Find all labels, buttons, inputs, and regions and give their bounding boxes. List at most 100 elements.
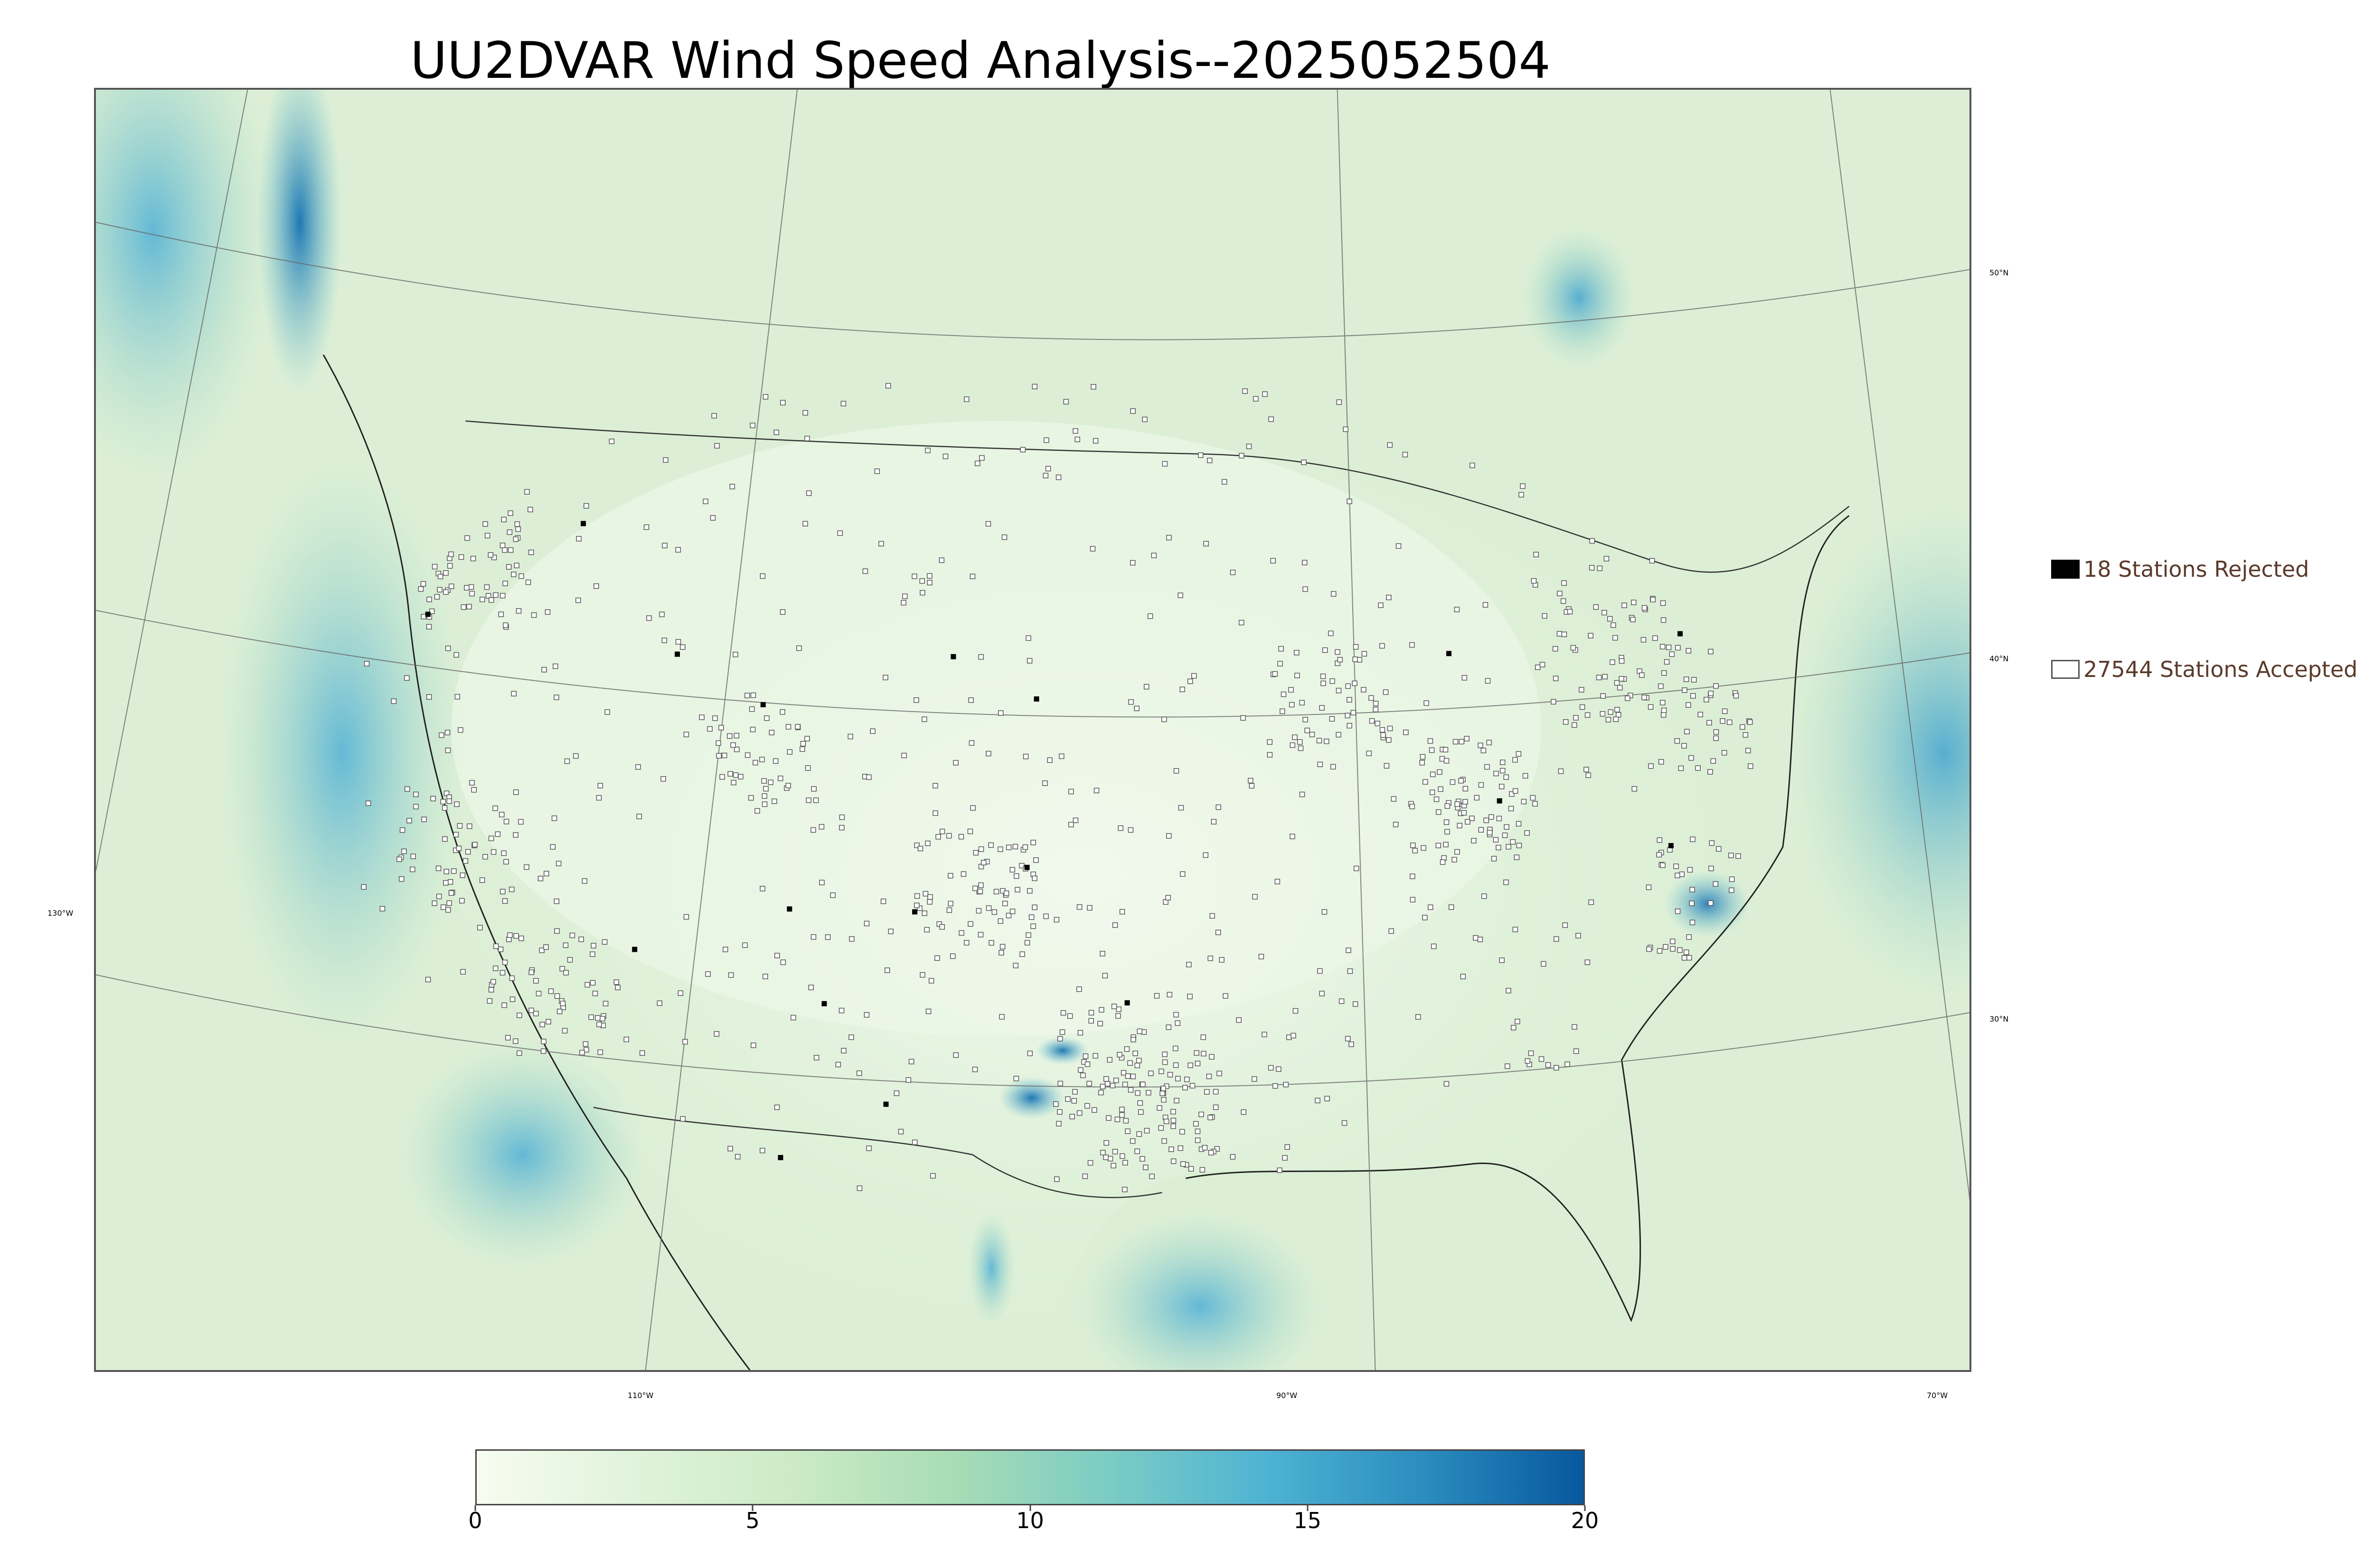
accepted-station-marker: [509, 975, 515, 981]
accepted-station-marker: [1686, 934, 1692, 940]
accepted-station-marker: [485, 593, 491, 599]
accepted-station-marker: [425, 976, 431, 983]
accepted-station-marker: [1499, 760, 1506, 765]
accepted-station-marker: [1084, 1103, 1090, 1109]
rejected-swatch: [2051, 560, 2080, 579]
accepted-station-marker: [1208, 1150, 1214, 1155]
accepted-station-marker: [970, 573, 976, 579]
accepted-station-marker: [515, 526, 521, 532]
accepted-station-marker: [1027, 658, 1033, 664]
meridian-90w: [1337, 90, 1376, 1370]
accepted-station-marker: [588, 1014, 594, 1020]
accepted-station-marker: [763, 394, 769, 400]
accepted-station-marker: [1533, 552, 1539, 557]
wind-speed-map: [96, 90, 1969, 1370]
accepted-station-marker: [1493, 837, 1499, 843]
accepted-station-marker: [443, 869, 450, 874]
accepted-station-marker: [813, 1055, 820, 1061]
accepted-station-marker: [808, 985, 814, 990]
accepted-station-marker: [493, 592, 499, 598]
accepted-station-marker: [1071, 1098, 1077, 1104]
accepted-station-marker: [1278, 646, 1284, 652]
accepted-station-marker: [998, 918, 1003, 924]
accepted-station-marker: [1163, 1118, 1169, 1124]
accepted-station-marker: [841, 1048, 847, 1053]
accepted-station-marker: [1258, 954, 1264, 959]
accepted-station-marker: [1068, 789, 1074, 795]
accepted-station-marker: [1493, 770, 1499, 777]
accepted-station-marker: [1103, 1140, 1109, 1146]
accepted-station-marker: [1161, 1097, 1167, 1103]
accepted-station-marker: [604, 709, 610, 715]
accepted-station-marker: [939, 557, 945, 563]
accepted-station-marker: [563, 970, 569, 976]
accepted-station-marker: [1610, 659, 1615, 665]
accepted-station-marker: [1387, 442, 1393, 448]
accepted-station-marker: [482, 521, 488, 527]
colorbar-tick-label: 5: [745, 1508, 760, 1533]
accepted-station-marker: [1180, 1161, 1186, 1167]
rejected-station-marker: [883, 1101, 889, 1107]
accepted-station-marker: [1188, 1166, 1194, 1172]
accepted-station-marker: [738, 774, 744, 779]
accepted-station-marker: [682, 1039, 688, 1045]
accepted-station-marker: [1437, 769, 1442, 775]
accepted-station-marker: [1557, 591, 1563, 596]
accepted-station-marker: [1410, 897, 1416, 902]
accepted-station-marker: [1057, 1080, 1063, 1087]
accepted-station-marker: [603, 1001, 609, 1006]
accepted-station-marker: [1239, 453, 1244, 459]
accepted-station-marker: [946, 907, 952, 913]
accepted-station-marker: [1710, 758, 1716, 764]
accepted-station-marker: [1267, 752, 1273, 758]
accepted-station-marker: [933, 783, 938, 789]
accepted-station-marker: [1706, 720, 1712, 726]
accepted-station-marker: [748, 795, 754, 801]
accepted-station-marker: [1248, 778, 1253, 784]
accepted-station-marker: [999, 950, 1004, 956]
accepted-station-marker: [451, 868, 457, 874]
accepted-station-marker: [1180, 871, 1186, 877]
accepted-station-marker: [1201, 1051, 1206, 1057]
accepted-station-marker: [1512, 927, 1518, 932]
accepted-station-marker: [1030, 923, 1036, 929]
accepted-station-marker: [986, 751, 991, 757]
accepted-station-marker: [490, 979, 496, 985]
accepted-station-marker: [635, 764, 641, 770]
accepted-station-marker: [979, 455, 985, 461]
accepted-station-marker: [714, 1031, 720, 1037]
accepted-station-marker: [787, 749, 793, 755]
accepted-station-marker: [1348, 1042, 1354, 1047]
accepted-station-marker: [1614, 707, 1620, 713]
accepted-station-marker: [870, 728, 876, 734]
accepted-station-marker: [539, 948, 545, 953]
accepted-station-marker: [404, 675, 410, 681]
accepted-station-marker: [1003, 890, 1009, 896]
accepted-station-marker: [1032, 904, 1037, 911]
accepted-station-marker: [1215, 804, 1221, 810]
accepted-station-marker: [1179, 1129, 1185, 1135]
accepted-station-marker: [1290, 834, 1295, 839]
accepted-station-marker: [511, 572, 517, 577]
accepted-station-marker: [1194, 1050, 1199, 1056]
accepted-station-marker: [1747, 719, 1753, 725]
accepted-station-marker: [1162, 1052, 1168, 1057]
accepted-station-marker: [1564, 1061, 1570, 1067]
rejected-station-marker: [675, 651, 680, 657]
accepted-station-marker: [595, 1015, 601, 1021]
accepted-station-marker: [1511, 1025, 1517, 1031]
accepted-station-marker: [533, 978, 539, 984]
accepted-station-marker: [1024, 940, 1030, 946]
accepted-station-marker: [773, 430, 779, 435]
accepted-station-marker: [1726, 719, 1733, 725]
accepted-station-marker: [1713, 729, 1719, 735]
accepted-station-marker: [1648, 763, 1654, 769]
accepted-station-marker: [1646, 946, 1652, 952]
accepted-station-marker: [1336, 399, 1342, 405]
accepted-station-marker: [1450, 779, 1456, 785]
accepted-station-marker: [1716, 846, 1722, 852]
accepted-station-marker: [1267, 739, 1273, 745]
accepted-station-marker: [379, 906, 386, 911]
accepted-station-marker: [699, 714, 705, 720]
accepted-station-marker: [505, 1035, 511, 1041]
